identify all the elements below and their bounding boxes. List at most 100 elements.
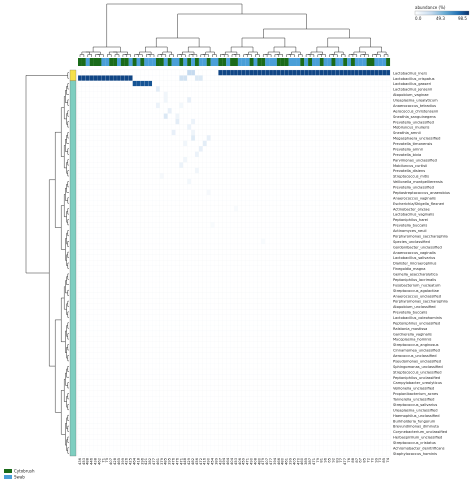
heatmap-cell xyxy=(77,260,83,266)
heatmap-cell xyxy=(241,385,246,391)
heatmap-cell xyxy=(237,336,242,342)
heatmap-cell xyxy=(296,205,301,212)
heatmap-cell xyxy=(378,156,383,163)
heatmap-cell xyxy=(339,184,344,190)
heatmap-cell xyxy=(343,233,348,239)
heatmap-cell xyxy=(144,75,149,82)
heatmap-cell xyxy=(343,69,348,76)
heatmap-cell xyxy=(159,222,164,228)
heatmap-cell xyxy=(191,271,196,277)
heatmap-cell xyxy=(175,178,180,185)
heatmap-cell xyxy=(105,205,110,212)
heatmap-cell xyxy=(163,260,168,266)
heatmap-cell xyxy=(304,102,309,109)
heatmap-cell xyxy=(233,352,239,359)
heatmap-cell xyxy=(136,140,141,147)
heatmap-cell xyxy=(261,216,266,223)
heatmap-cell xyxy=(362,243,367,250)
heatmap-cell xyxy=(272,249,278,255)
heatmap-cell xyxy=(210,135,215,141)
heatmap-cell xyxy=(183,309,188,315)
dendrogram-link xyxy=(245,54,252,57)
heatmap-cell xyxy=(343,189,348,196)
heatmap-cell xyxy=(81,118,86,125)
heatmap-cell xyxy=(218,102,223,109)
heatmap-cell xyxy=(284,260,289,266)
heatmap-cell xyxy=(300,233,305,239)
heatmap-cell xyxy=(249,379,254,386)
heatmap-cell xyxy=(269,211,274,217)
heatmap-cell xyxy=(81,243,86,250)
heatmap-cell xyxy=(155,368,161,375)
heatmap-cell xyxy=(183,129,188,136)
heatmap-cell xyxy=(214,276,219,283)
heatmap-cell xyxy=(265,281,270,288)
heatmap-cell xyxy=(210,379,215,386)
heatmap-cell xyxy=(382,135,387,141)
heatmap-cell xyxy=(183,233,188,239)
heatmap-cell xyxy=(272,330,278,337)
heatmap-cell xyxy=(77,374,83,381)
heatmap-cell xyxy=(327,238,332,245)
heatmap-cell xyxy=(386,124,391,130)
heatmap-cell xyxy=(241,129,246,136)
heatmap-cell xyxy=(191,330,196,337)
heatmap-cell xyxy=(358,173,363,179)
heatmap-cell xyxy=(304,379,309,386)
heatmap-cell xyxy=(140,260,145,266)
heatmap-cell xyxy=(93,124,98,130)
column-annotation-cell xyxy=(214,58,219,66)
dendrogram-link xyxy=(60,390,66,435)
column-annotation-cell xyxy=(230,58,235,66)
heatmap-cell xyxy=(124,347,129,353)
heatmap-cell xyxy=(187,276,192,283)
heatmap-cell xyxy=(202,146,207,152)
heatmap-cell xyxy=(210,178,215,185)
heatmap-cell xyxy=(89,292,94,299)
heatmap-cell xyxy=(116,320,122,326)
heatmap-cell xyxy=(89,75,94,82)
heatmap-cell xyxy=(300,358,305,364)
heatmap-cell xyxy=(296,379,301,386)
heatmap-cell xyxy=(132,156,137,163)
heatmap-cell xyxy=(124,200,129,207)
heatmap-cell xyxy=(245,298,250,304)
heatmap-cell xyxy=(116,303,122,310)
heatmap-cell xyxy=(97,222,102,228)
heatmap-cell xyxy=(136,233,141,239)
heatmap-cell xyxy=(296,254,301,261)
heatmap-cell xyxy=(343,86,348,92)
heatmap-cell xyxy=(148,113,153,120)
heatmap-cell xyxy=(179,249,184,255)
heatmap-cell xyxy=(261,271,266,277)
heatmap-cell xyxy=(97,184,102,190)
heatmap-cell xyxy=(152,243,157,250)
heatmap-cell xyxy=(319,238,324,245)
heatmap-cell xyxy=(241,222,246,228)
heatmap-cell xyxy=(362,173,367,179)
heatmap-cell xyxy=(292,368,297,375)
heatmap-cell xyxy=(335,91,340,98)
heatmap-cell xyxy=(362,368,367,375)
heatmap-cell xyxy=(378,167,383,174)
heatmap-cell xyxy=(191,385,196,391)
heatmap-cell xyxy=(77,151,83,158)
heatmap-cell xyxy=(89,102,94,109)
heatmap-cell xyxy=(144,97,149,103)
heatmap-cell xyxy=(116,69,122,76)
heatmap-cell xyxy=(249,156,254,163)
heatmap-cell xyxy=(218,374,223,381)
heatmap-cell xyxy=(354,156,359,163)
heatmap-cell xyxy=(272,281,278,288)
heatmap-cell xyxy=(206,379,211,386)
heatmap-cell xyxy=(124,184,129,190)
heatmap-cell xyxy=(257,374,262,381)
heatmap-cell xyxy=(206,200,211,207)
heatmap-cell xyxy=(370,189,375,196)
heatmap-cell xyxy=(296,363,301,370)
heatmap-cell xyxy=(183,341,188,348)
heatmap-cell xyxy=(327,254,332,261)
heatmap-cell xyxy=(276,222,281,228)
heatmap-cell xyxy=(245,135,250,141)
heatmap-cell xyxy=(159,194,164,201)
